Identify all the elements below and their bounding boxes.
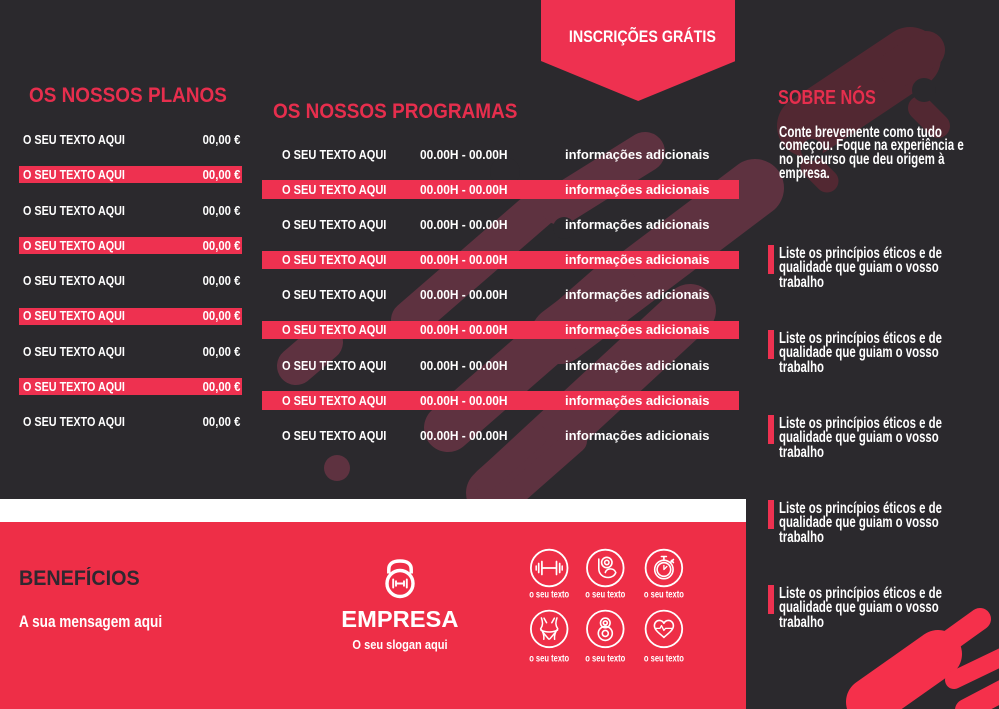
svg-text:o seu texto: o seu texto xyxy=(644,654,684,665)
svg-text:o seu texto: o seu texto xyxy=(529,654,569,665)
svg-text:o seu texto: o seu texto xyxy=(585,654,625,665)
svg-text:o seu texto: o seu texto xyxy=(644,590,684,601)
svg-text:o seu texto: o seu texto xyxy=(585,590,625,601)
svg-text:o seu texto: o seu texto xyxy=(529,590,569,601)
